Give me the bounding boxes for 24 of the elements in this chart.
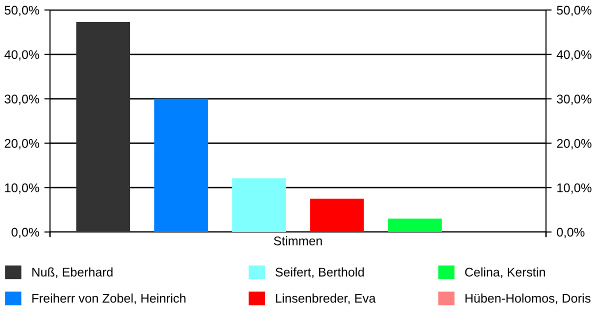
legend-label: Linsenbreder, Eva: [276, 294, 376, 304]
text: 0,0%: [556, 228, 584, 238]
text: 30,0%: [556, 94, 592, 105]
x-tick-label: Stimmen: [274, 236, 322, 246]
legend-label: Nuß, Eberhard: [32, 267, 113, 278]
bar: [388, 218, 442, 232]
y-tick-label: 30,0%: [4, 94, 40, 105]
bar: [154, 98, 208, 232]
y-tick-label: 0,0%: [12, 228, 40, 238]
bar: [232, 178, 286, 232]
text: 10,0%: [557, 183, 592, 194]
legend-label: Freiherr von Zobel, Heinrich: [32, 294, 186, 304]
y-tick-label: 40,0%: [4, 50, 40, 61]
text: 20,0%: [557, 139, 592, 150]
legend-label: Celina, Kerstin: [465, 267, 545, 278]
text: 40,0%: [556, 50, 592, 61]
legend-label: Hüben-Holomos, Doris: [466, 294, 590, 304]
bar: [310, 198, 364, 232]
legend-label: Seifert, Berthold: [276, 267, 364, 278]
text: 50,0%: [556, 6, 592, 16]
y-tick-label: 50,0%: [4, 6, 40, 16]
y-tick-label: 20,0%: [4, 139, 40, 150]
bar: [76, 22, 130, 232]
y-tick-label: 10,0%: [5, 183, 40, 194]
